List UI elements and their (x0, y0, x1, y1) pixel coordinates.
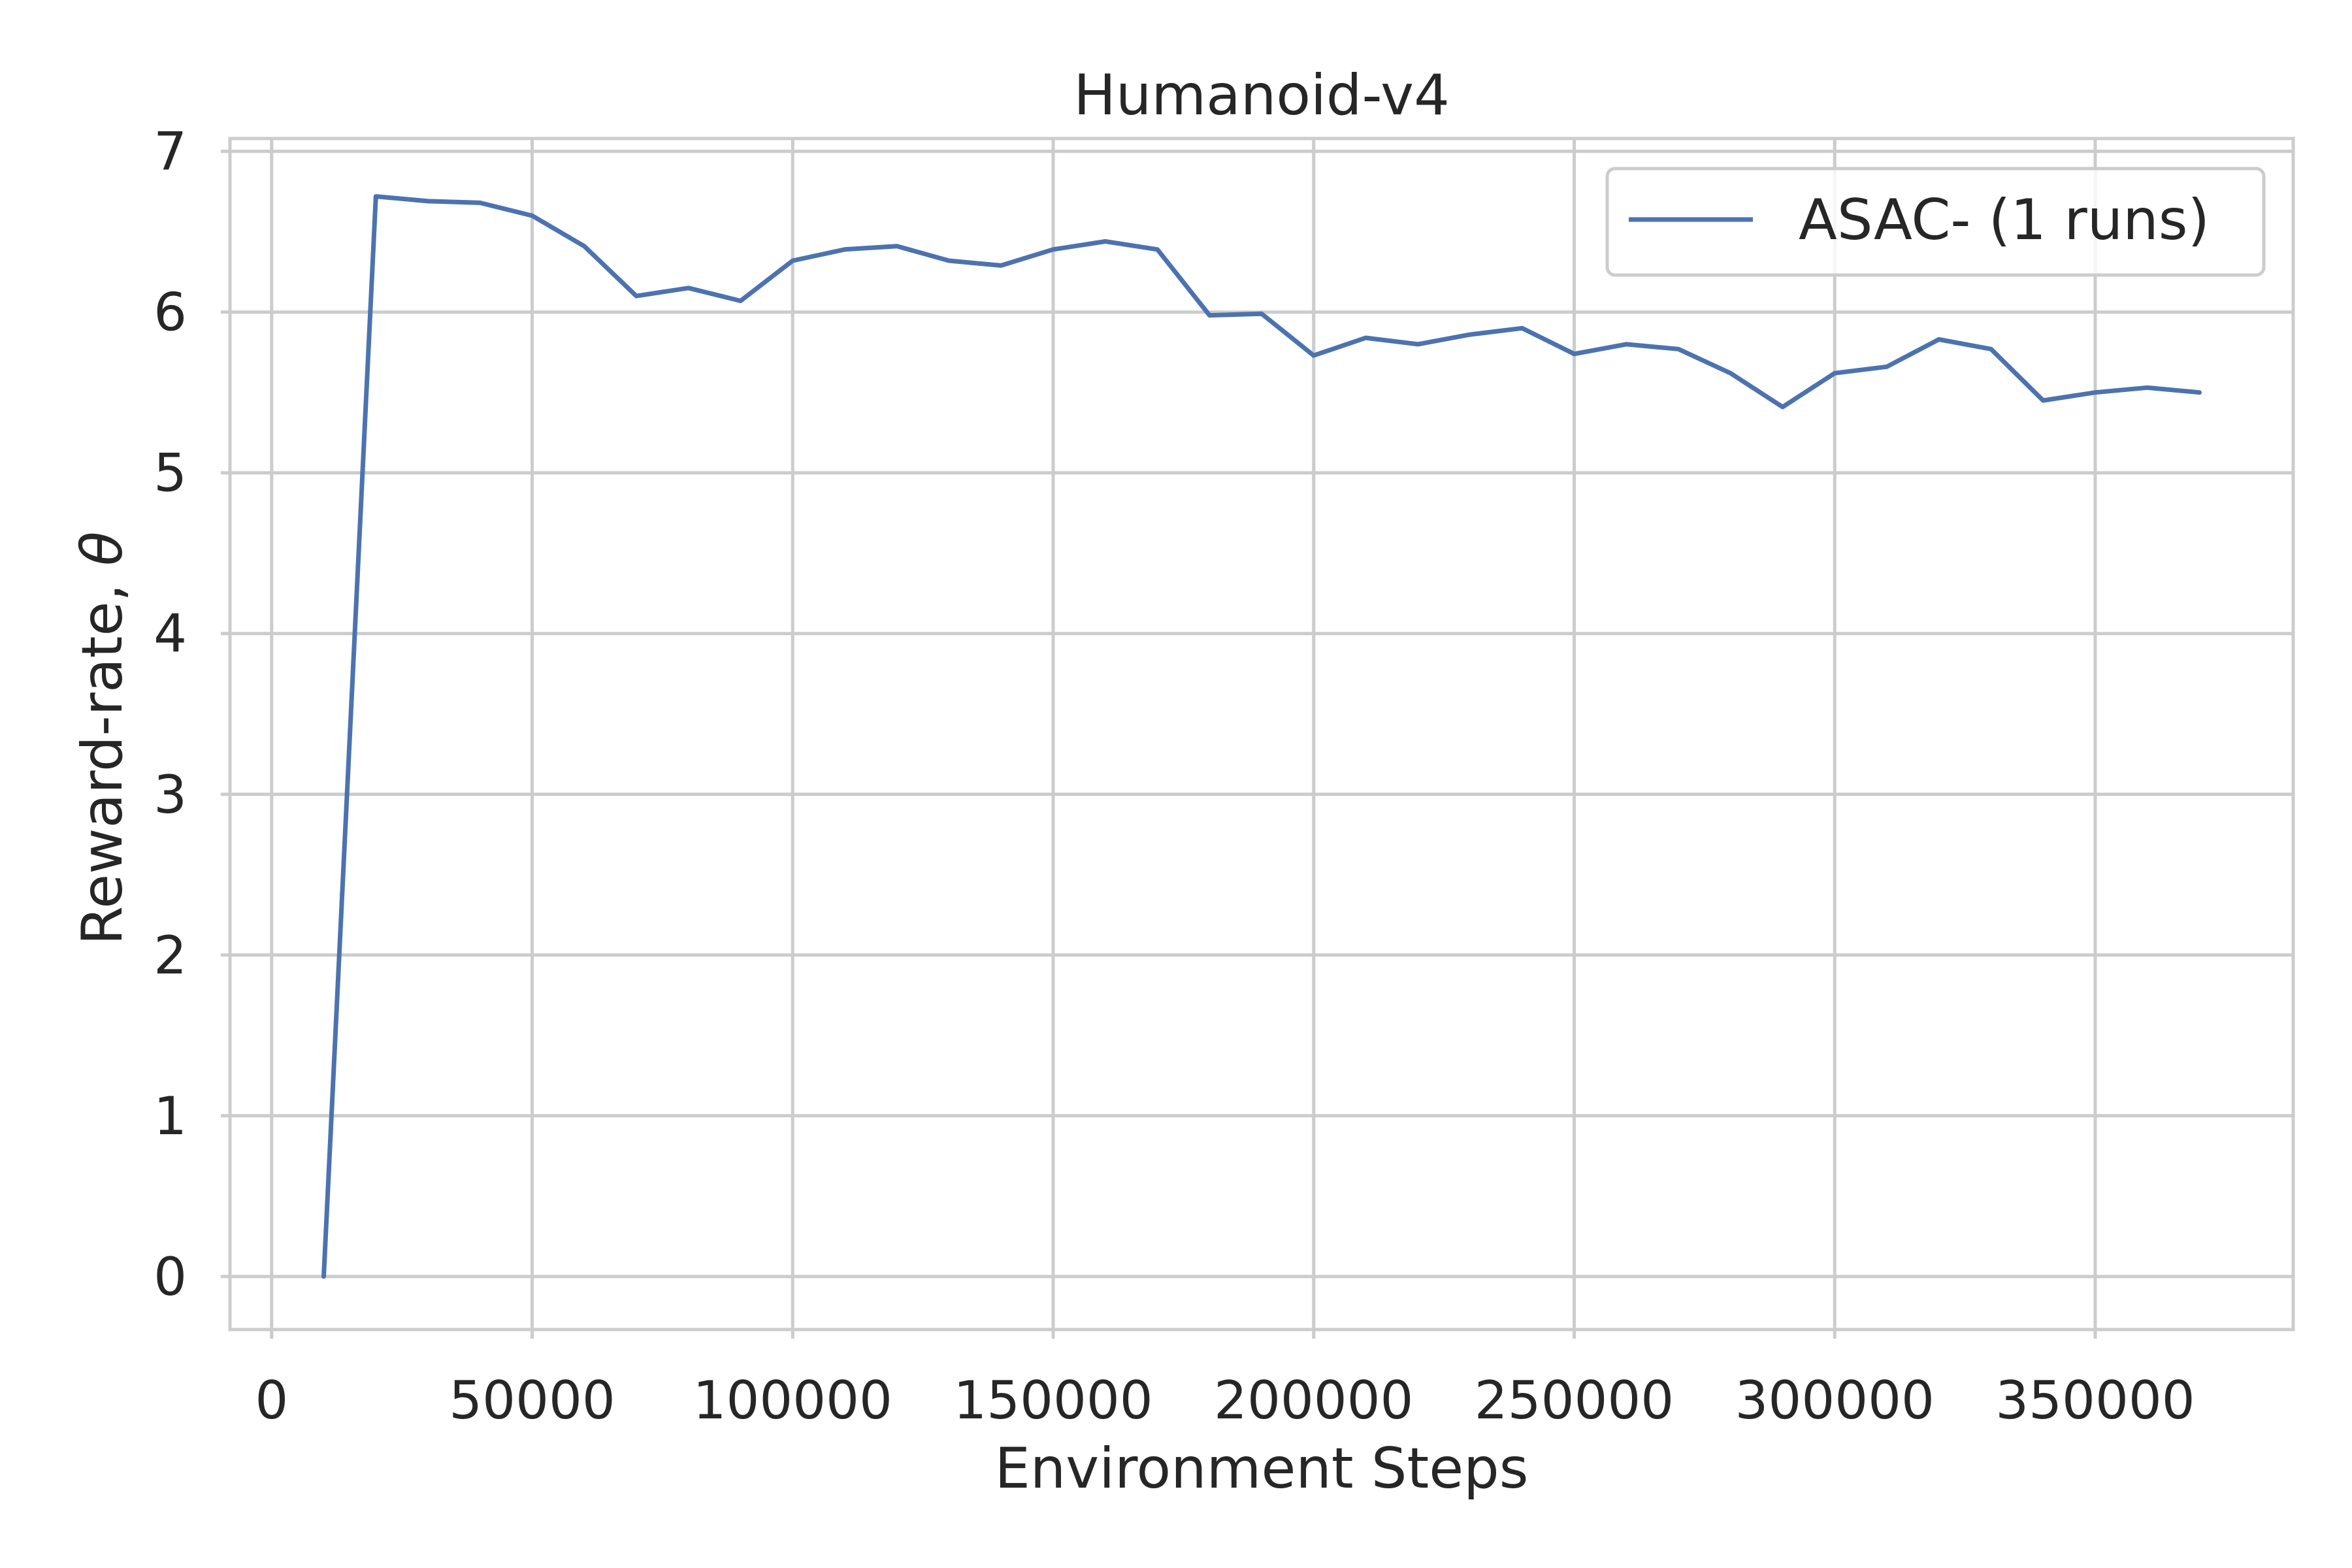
x-tick-label: 0 (255, 1370, 288, 1431)
x-tick-label: 50000 (449, 1370, 615, 1431)
y-axis-label-symbol: θ (70, 531, 135, 566)
x-axis-ticks: 0 50000 100000 150000 200000 250000 300000 3500… (255, 1330, 2195, 1431)
series-layer (321, 194, 2202, 1279)
chart-title: Humanoid-v4 (1073, 63, 1450, 128)
y-axis-ticks: 0 1 2 3 4 5 6 7 (154, 122, 230, 1307)
y-tick-label: 2 (154, 925, 187, 986)
y-tick-label: 6 (154, 282, 187, 343)
x-tick-label: 150000 (953, 1370, 1152, 1431)
y-tick-label: 0 (154, 1247, 187, 1307)
series-line (321, 194, 2202, 1279)
axes-frame (228, 137, 2295, 1331)
y-axis-label-text: Reward-rate, (70, 566, 135, 945)
y-tick-label: 7 (154, 122, 187, 182)
x-tick-label: 200000 (1214, 1370, 1413, 1431)
legend: ASAC- (1 runs) (1605, 167, 2266, 277)
x-tick-label: 100000 (693, 1370, 892, 1431)
x-tick-label: 250000 (1475, 1370, 1674, 1431)
y-axis-label: Reward-rate, θ (70, 531, 135, 945)
legend-box (1605, 167, 2266, 277)
y-tick-label: 5 (154, 443, 187, 504)
grid-lines (230, 139, 2293, 1330)
x-tick-label: 300000 (1735, 1370, 1935, 1431)
legend-label: ASAC- (1 runs) (1799, 188, 2210, 253)
y-tick-label: 1 (154, 1086, 187, 1147)
y-tick-label: 4 (154, 604, 187, 664)
x-axis-label: Environment Steps (994, 1436, 1528, 1501)
y-tick-label: 3 (154, 764, 187, 825)
x-tick-label: 350000 (1995, 1370, 2195, 1431)
